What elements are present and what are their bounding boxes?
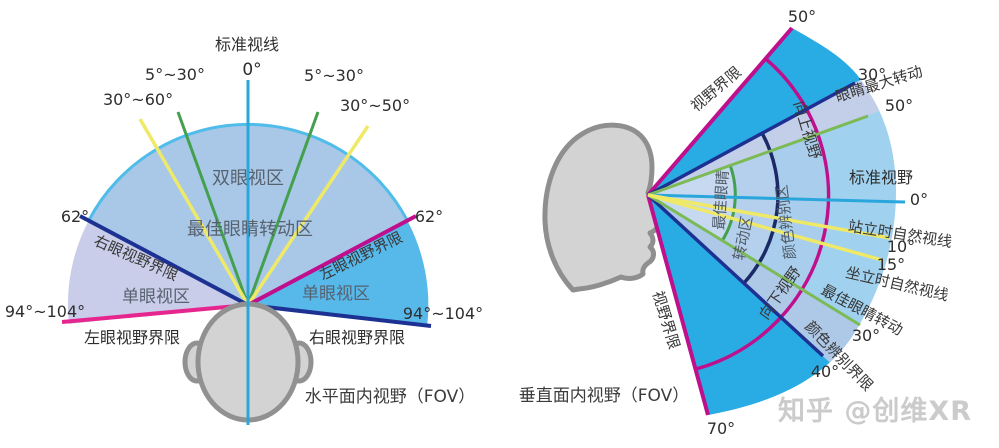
label-30-50: 30°~50° (340, 96, 410, 115)
label-50-mid: 50° (885, 96, 913, 115)
color-limit-band (648, 195, 870, 371)
label-94-104-left: 94°~104° (5, 302, 85, 321)
fov-limit-down-line (646, 194, 710, 416)
color-limit-down-line (646, 193, 825, 358)
left-eye-limit-94-line (61, 303, 249, 324)
label-62-left: 62° (61, 207, 89, 226)
horizontal-fov-caption: 水平面内视野（FOV） (305, 387, 476, 407)
standing-sight-line (647, 193, 891, 240)
label-15deg: 15° (877, 255, 905, 274)
label-binocular-zone: 双眼视区 (212, 168, 284, 189)
watermark: 知乎 @创维XR (778, 396, 972, 427)
left-eye-limit-62-line (247, 214, 417, 307)
best-rotation-down-line (647, 193, 861, 327)
vertical-fov-caption: 垂直面内视野（FOV） (519, 386, 690, 406)
standard-fov-arc (695, 57, 831, 371)
eye-max-rotation-line (647, 81, 856, 197)
label-40deg: 40° (811, 362, 839, 381)
label-62-right: 62° (415, 207, 443, 226)
left-green-5-30-line (176, 111, 250, 306)
label-standard-sight: 标准视线 (215, 35, 279, 54)
left-yellow-30-60-line (138, 118, 250, 306)
label-standard-fov: 标准视野 (849, 168, 913, 187)
label-0deg-right: 0° (910, 190, 928, 209)
best-rotation-arc (720, 164, 737, 242)
fov-limit-up-line (646, 26, 794, 197)
fan-fill-group (648, 28, 896, 415)
label-0deg: 0° (242, 60, 261, 80)
label-best-rotation-zone: 最佳眼睛转动区 (187, 219, 313, 240)
green-upper-line (647, 114, 869, 197)
label-30-top: 30° (858, 65, 886, 84)
label-5-30-right: 5°~30° (304, 66, 364, 85)
left-monocular-zone-fill (67, 220, 248, 324)
eye-max-band (648, 71, 893, 195)
horizontal-fov-diagram: 标准视线 0° 5°~30° 5°~30° 30°~60° 30°~50° 62… (5, 35, 483, 425)
right-eye-limit-94-line (247, 303, 432, 328)
label-5-30-left: 5°~30° (145, 65, 205, 84)
standard-sight-line (647, 193, 906, 204)
right-green-5-30-line (246, 111, 320, 306)
label-left-eye-limit-lower: 左眼视野界限 (84, 328, 180, 347)
right-yellow-30-50-line (246, 125, 370, 306)
label-best-zone-line1: 最佳眼睛 (710, 169, 732, 230)
label-30-low: 30° (852, 326, 880, 345)
label-monocular-right: 单眼视区 (302, 284, 370, 304)
label-monocular-left: 单眼视区 (122, 287, 190, 307)
vertical-fov-diagram: 50° 视野界限 30° 眼睛最大转动 50° 向上视野 标准视野 0° 站立时… (519, 7, 954, 438)
right-eye-limit-62-line (79, 214, 249, 307)
label-70deg: 70° (707, 419, 735, 438)
upper-limit-wedge (648, 28, 877, 195)
label-94-104-right: 94°~104° (403, 304, 483, 323)
label-50-top: 50° (788, 7, 816, 26)
label-10deg: 10° (887, 237, 915, 256)
lower-limit-wedge (648, 195, 839, 415)
right-monocular-zone-fill (248, 220, 429, 327)
sitting-sight-line (647, 193, 883, 262)
label-right-eye-limit-lower: 右眼视野界限 (309, 328, 405, 347)
head-profile (542, 122, 662, 293)
label-30-60: 30°~60° (103, 90, 173, 109)
